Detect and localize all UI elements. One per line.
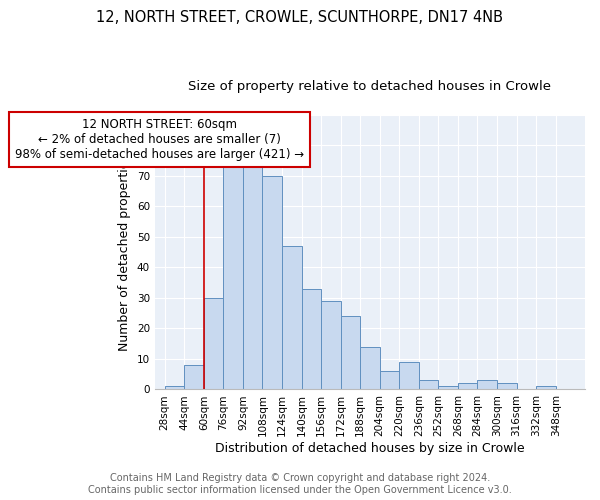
Text: 12, NORTH STREET, CROWLE, SCUNTHORPE, DN17 4NB: 12, NORTH STREET, CROWLE, SCUNTHORPE, DN… — [97, 10, 503, 25]
X-axis label: Distribution of detached houses by size in Crowle: Distribution of detached houses by size … — [215, 442, 525, 455]
Bar — [478, 380, 497, 390]
Bar — [360, 347, 380, 390]
Text: 12 NORTH STREET: 60sqm
← 2% of detached houses are smaller (7)
98% of semi-detac: 12 NORTH STREET: 60sqm ← 2% of detached … — [14, 118, 304, 160]
Bar — [497, 384, 517, 390]
Bar — [321, 301, 341, 390]
Bar — [341, 316, 360, 390]
Bar — [399, 362, 419, 390]
Bar — [282, 246, 302, 390]
Bar — [302, 289, 321, 390]
Text: Contains HM Land Registry data © Crown copyright and database right 2024.
Contai: Contains HM Land Registry data © Crown c… — [88, 474, 512, 495]
Bar — [536, 386, 556, 390]
Bar — [262, 176, 282, 390]
Bar — [439, 386, 458, 390]
Bar — [380, 371, 399, 390]
Bar — [164, 386, 184, 390]
Bar — [184, 365, 204, 390]
Bar — [419, 380, 439, 390]
Title: Size of property relative to detached houses in Crowle: Size of property relative to detached ho… — [188, 80, 551, 93]
Bar — [204, 298, 223, 390]
Bar — [223, 167, 243, 390]
Bar — [458, 384, 478, 390]
Y-axis label: Number of detached properties: Number of detached properties — [118, 154, 131, 350]
Bar — [243, 164, 262, 390]
